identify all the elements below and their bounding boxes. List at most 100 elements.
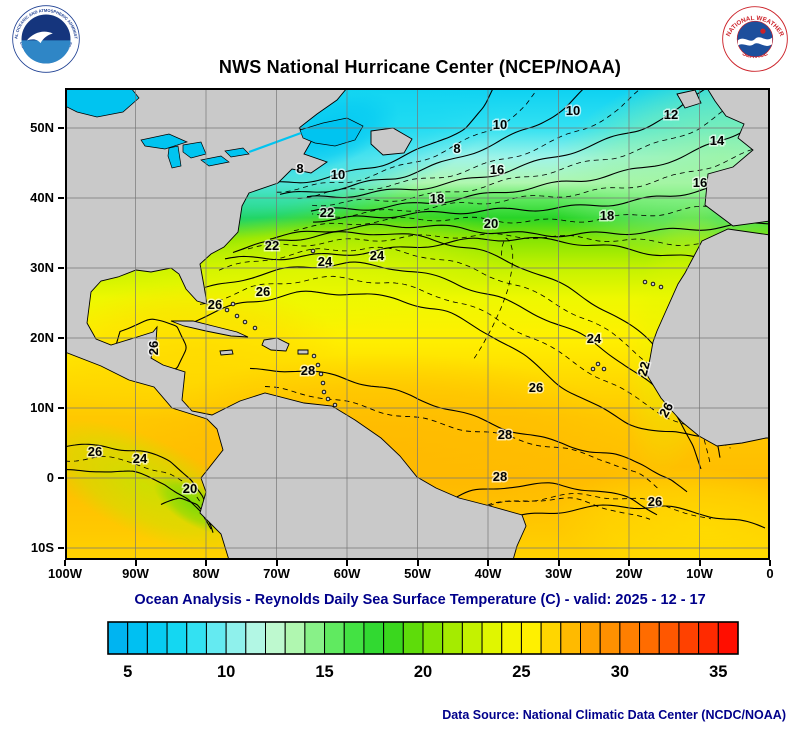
colorbar-cell [402, 621, 424, 655]
contour-label: 8 [453, 141, 460, 156]
x-axis-tick [346, 560, 348, 566]
x-axis: 100W 90W 80W 70W 60W 50W 40W 30W 20W 10W 0 [48, 564, 774, 584]
colorbar-cell [619, 621, 641, 655]
colorbar-cell [639, 621, 660, 655]
colorbar-tick-label: 35 [709, 663, 728, 681]
isotherm-dashed [472, 237, 514, 361]
land-island [315, 362, 321, 368]
y-axis-tick [58, 477, 64, 479]
land-island [325, 396, 331, 402]
isotherm-26C [194, 290, 761, 438]
land-island [601, 366, 607, 372]
colorbar-tick-label: 30 [610, 663, 630, 681]
colorbar-cell [461, 621, 483, 655]
colorbar-cell [284, 621, 306, 655]
colorbar-cell [205, 621, 227, 655]
colorbar-cell [698, 621, 719, 655]
colorbar-cell [442, 621, 463, 655]
x-axis-label: 50W [404, 566, 431, 581]
x-axis-label: 100W [48, 566, 82, 581]
contour-label: 22 [635, 360, 653, 378]
nws-logo-svg: NATIONAL WEATHER SERVICE [722, 6, 788, 72]
isotherm-dashed [291, 197, 771, 232]
x-axis-label: 90W [122, 566, 149, 581]
colorbar-cell [717, 621, 739, 655]
land-island [310, 248, 316, 254]
colorbar [107, 621, 739, 661]
isotherm-28C [249, 367, 688, 493]
land-island [650, 281, 656, 287]
x-axis-tick [275, 560, 278, 566]
colorbar-cell [678, 621, 700, 655]
land-island [590, 366, 596, 372]
contour-label: 24 [587, 331, 602, 346]
colorbar-tick-label: 10 [216, 663, 236, 681]
contour-label: 26 [256, 284, 270, 299]
contour-label: 26 [88, 444, 102, 459]
colorbar-cell [107, 621, 129, 655]
colorbar-cell [265, 621, 286, 655]
lake-superior [140, 133, 188, 150]
contour-label: 20 [484, 216, 498, 231]
contour-label: 16 [693, 175, 707, 190]
colorbar-cell [186, 621, 207, 655]
y-axis-label: 50N [30, 120, 54, 135]
isotherm-dashed [293, 84, 646, 199]
x-axis-label: 0 [766, 566, 774, 581]
y-axis: 50N 40N 30N 20N 10N 0 10S [0, 88, 62, 560]
y-axis-label: 20N [30, 330, 54, 345]
contour-label: 16 [490, 162, 504, 177]
land-puerto-rico [297, 349, 309, 355]
x-axis-tick [487, 560, 489, 566]
isotherm-28C [432, 482, 658, 516]
contour-labels: 10 10 12 14 8 16 16 8 10 18 22 20 18 22 24 24 26 26 26 28 24… [86, 102, 726, 511]
colorbar-cell [422, 621, 444, 655]
contour-label: 20 [183, 481, 197, 496]
lake-huron [182, 141, 207, 159]
nws-logo: NATIONAL WEATHER SERVICE [722, 6, 788, 72]
x-axis-tick [628, 560, 630, 566]
colorbar-cell [324, 621, 345, 655]
contour-label: 28 [493, 469, 507, 484]
isotherm-dashed [199, 275, 731, 449]
land-island [252, 325, 258, 331]
noaa-emblem-sea [21, 40, 71, 64]
land-island [224, 307, 230, 313]
contour-label: 28 [498, 427, 512, 442]
colorbar-cell [166, 621, 188, 655]
noaa-gull-icon [26, 31, 53, 44]
colorbar-cell [225, 621, 247, 655]
contour-label: 14 [710, 133, 725, 148]
isotherm-dashed [64, 455, 211, 525]
y-axis-tick [58, 337, 64, 339]
contour-label: 22 [320, 205, 334, 220]
noaa-logo-svg: NATIONAL OCEANIC AND ATMOSPHERIC ADMINIS… [10, 1, 80, 73]
y-axis-tick [58, 407, 64, 409]
land-masses [64, 87, 771, 561]
isotherm-18C [269, 222, 771, 240]
x-axis-tick [416, 560, 419, 566]
colorbar-tick-label: 20 [413, 663, 433, 681]
land-island [311, 353, 317, 359]
page-title: NWS National Hurricane Center (NCEP/NOAA… [218, 57, 622, 77]
colorbar-tick-label: 5 [123, 663, 133, 681]
isotherm-dashed [247, 233, 771, 250]
land-ireland [676, 89, 702, 109]
land-island [320, 380, 326, 386]
colorbar-cell [560, 621, 581, 655]
x-axis-label: 10W [686, 566, 713, 581]
contour-label: 26 [648, 494, 662, 509]
isotherm-27C [264, 386, 661, 491]
x-axis-tick [134, 560, 137, 566]
contour-label: 24 [370, 248, 385, 263]
y-axis-label: 10N [30, 400, 54, 415]
colorbar-svg [107, 621, 739, 655]
y-axis-label: 0 [46, 470, 54, 485]
contour-label: 8 [296, 161, 303, 176]
noaa-logo: NATIONAL OCEANIC AND ATMOSPHERIC ADMINIS… [10, 1, 80, 73]
colorbar-tick-label: 15 [315, 663, 334, 681]
colorbar-cell [245, 621, 266, 655]
x-axis-label: 30W [545, 566, 572, 581]
colorbar-cell [304, 621, 326, 655]
x-axis-label: 70W [263, 566, 290, 581]
